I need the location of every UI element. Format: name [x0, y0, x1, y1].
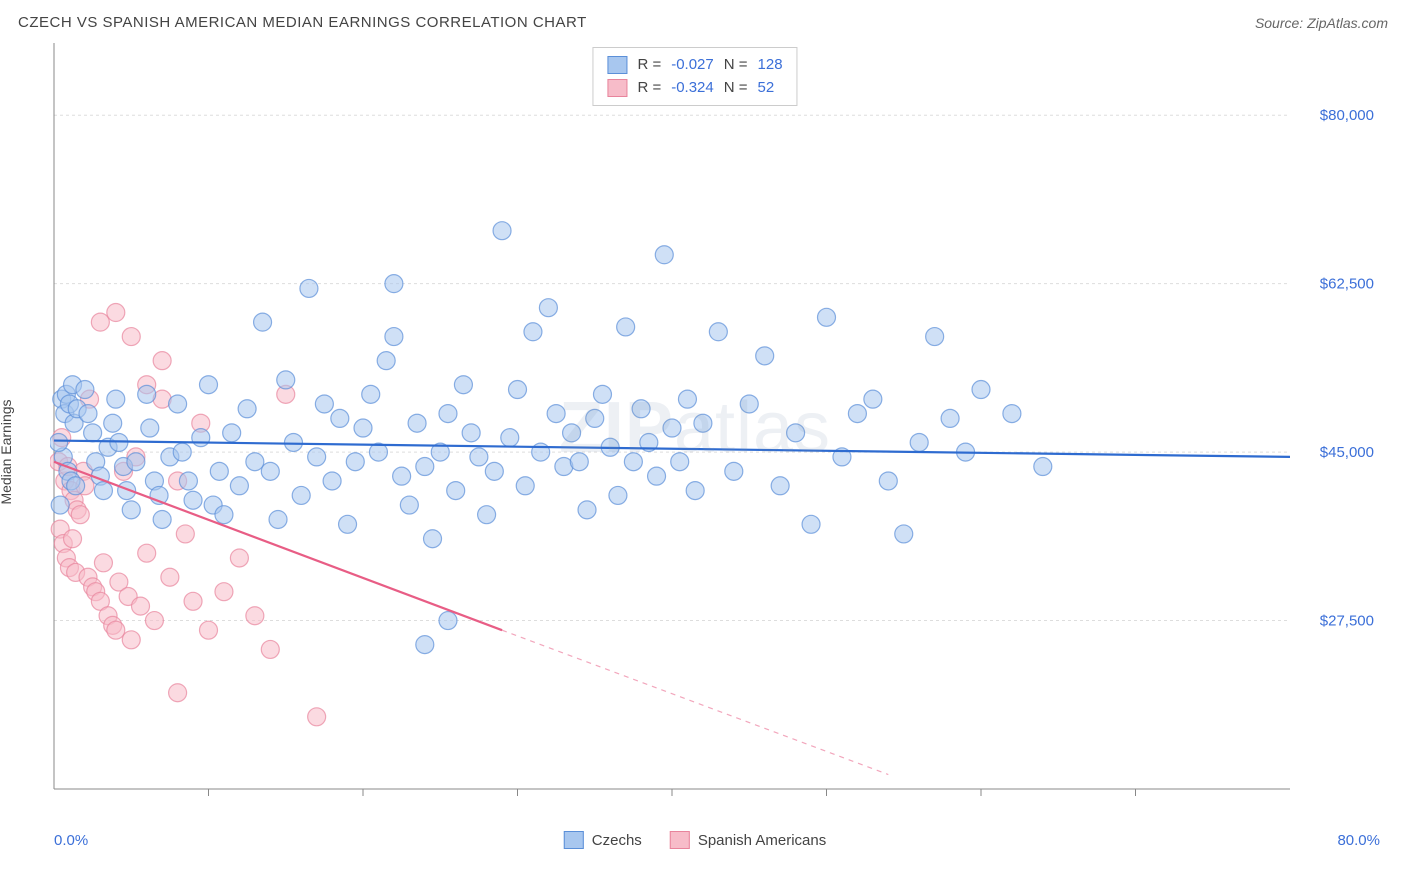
legend-item-spanish: Spanish Americans [670, 831, 826, 849]
svg-text:$80,000: $80,000 [1320, 107, 1374, 124]
chart-header: CZECH VS SPANISH AMERICAN MEDIAN EARNING… [10, 10, 1396, 35]
svg-text:$62,500: $62,500 [1320, 276, 1374, 293]
y-axis-label: Median Earnings [0, 399, 14, 504]
plot-area: Median Earnings $27,500$45,000$62,500$80… [10, 39, 1380, 849]
chart-title: CZECH VS SPANISH AMERICAN MEDIAN EARNING… [18, 14, 587, 31]
legend-item-czechs: Czechs [564, 831, 642, 849]
swatch-pink [670, 831, 690, 849]
legend-series: Czechs Spanish Americans [564, 831, 826, 849]
svg-text:$27,500: $27,500 [1320, 613, 1374, 630]
legend-row-blue: R = -0.027 N = 128 [607, 54, 782, 77]
chart-source: Source: ZipAtlas.com [1255, 15, 1388, 31]
svg-text:$45,000: $45,000 [1320, 444, 1374, 461]
swatch-blue [564, 831, 584, 849]
x-axis-max: 80.0% [1337, 832, 1380, 849]
swatch-pink [607, 79, 627, 97]
swatch-blue [607, 56, 627, 74]
legend-row-pink: R = -0.324 N = 52 [607, 77, 782, 100]
x-axis-min: 0.0% [54, 832, 88, 849]
legend-correlation: R = -0.027 N = 128 R = -0.324 N = 52 [592, 47, 797, 106]
scatter-svg: $27,500 $45,000 $62,500 $80,000 [50, 39, 1380, 819]
correlation-chart: CZECH VS SPANISH AMERICAN MEDIAN EARNING… [10, 10, 1396, 882]
